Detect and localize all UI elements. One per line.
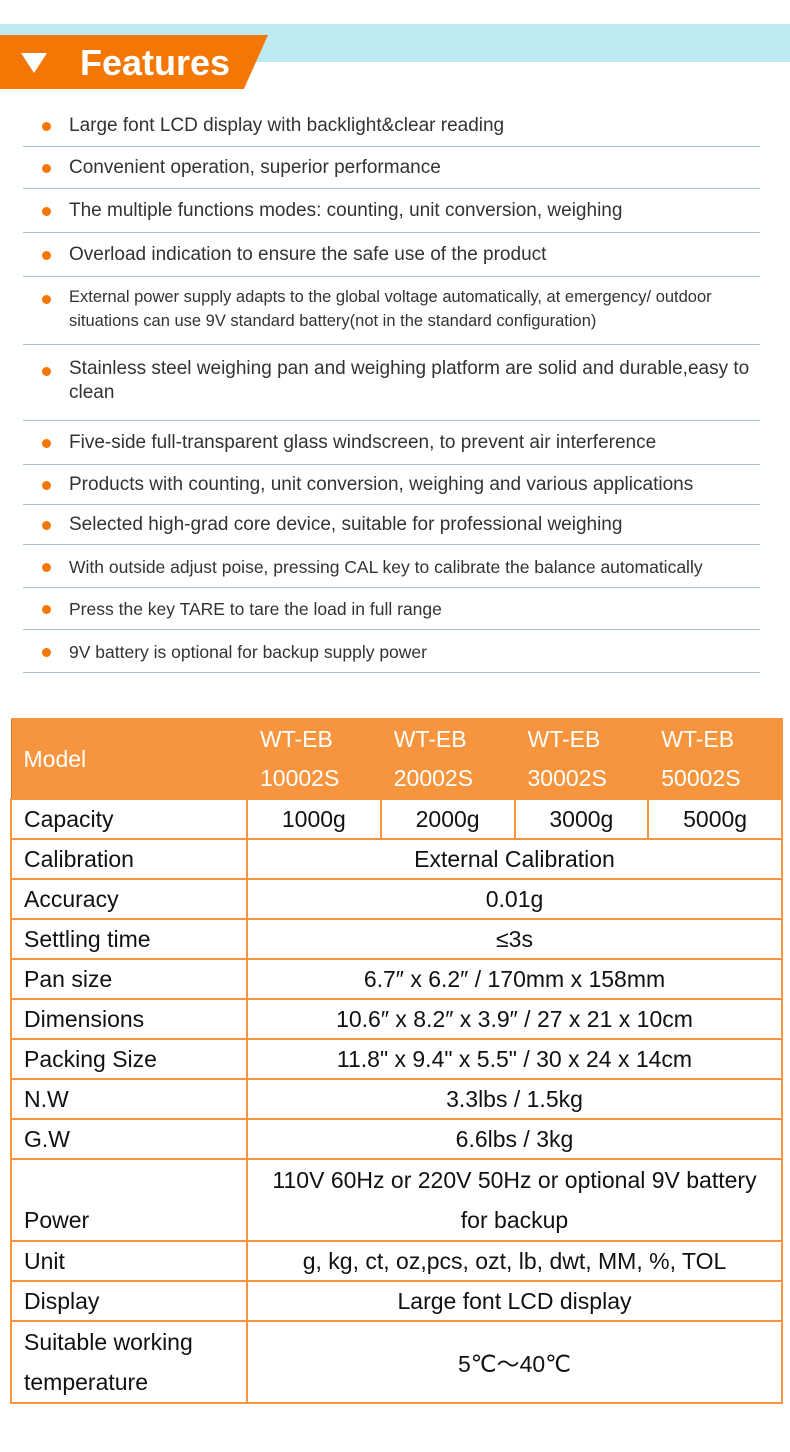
spec-label: Accuracy	[10, 878, 248, 920]
spec-value: ≤3s	[246, 918, 783, 960]
model-cell: WT-EB 20002S	[380, 718, 516, 800]
spec-value: 10.6″ x 8.2″ x 3.9″ / 27 x 21 x 10cm	[246, 998, 783, 1040]
spec-row: Dimensions 10.6″ x 8.2″ x 3.9″ / 27 x 21 …	[10, 998, 783, 1040]
spec-value: 11.8" x 9.4" x 5.5" / 30 x 24 x 14cm	[246, 1038, 783, 1080]
spec-value: 5℃～40℃	[246, 1320, 783, 1404]
spec-row: Power 110V 60Hz or 220V 50Hz or optional …	[10, 1158, 783, 1242]
spec-row: Suitable working temperature 5℃～40℃	[10, 1320, 783, 1404]
spec-value: 3.3lbs / 1.5kg	[246, 1078, 783, 1120]
feature-text: Selected high-grad core device, suitable…	[69, 514, 623, 535]
bullet-icon	[42, 562, 51, 572]
feature-item: External power supply adapts to the glob…	[23, 277, 760, 345]
feature-text: 9V battery is optional for backup supply…	[69, 641, 427, 662]
bullet-icon	[42, 439, 51, 448]
spec-value: External Calibration	[246, 838, 783, 880]
spec-value: g, kg, ct, oz,pcs, ozt, lb, dwt, MM, %, …	[246, 1240, 783, 1282]
spec-label: Suitable working temperature	[10, 1320, 248, 1404]
bullet-icon	[42, 207, 51, 216]
feature-text: Stainless steel weighing pan and weighin…	[69, 358, 750, 403]
spec-label: N.W	[10, 1078, 248, 1120]
bullet-icon	[42, 251, 51, 260]
feature-item: Press the key TARE to tare the load in f…	[23, 588, 760, 630]
spec-label: Power	[10, 1158, 248, 1242]
feature-text: Convenient operation, superior performan…	[69, 157, 441, 178]
bullet-icon	[42, 164, 51, 173]
feature-item: Five-side full-transparent glass windscr…	[23, 421, 760, 465]
bullet-icon	[42, 481, 51, 490]
spec-label: Pan size	[10, 958, 248, 1000]
capacity-cell: 3000g	[513, 798, 650, 840]
bullet-icon	[42, 367, 51, 376]
feature-item: Selected high-grad core device, suitable…	[23, 505, 760, 545]
model-label: Model	[10, 718, 248, 800]
spec-row: Pan size 6.7″ x 6.2″ / 170mm x 158mm	[10, 958, 783, 1000]
feature-text: External power supply adapts to the glob…	[69, 288, 712, 330]
bullet-icon	[42, 122, 51, 131]
spec-value: Large font LCD display	[246, 1280, 783, 1322]
spec-row: N.W 3.3lbs / 1.5kg	[10, 1078, 783, 1120]
spec-row: Calibration External Calibration	[10, 838, 783, 880]
spec-value: 6.6lbs / 3kg	[246, 1118, 783, 1160]
spec-value: 110V 60Hz or 220V 50Hz or optional 9V ba…	[246, 1158, 783, 1242]
spec-row: Settling time ≤3s	[10, 918, 783, 960]
capacity-cell: 2000g	[379, 798, 516, 840]
spec-row: Packing Size 11.8" x 9.4" x 5.5" / 30 x 2…	[10, 1038, 783, 1080]
bullet-icon	[42, 647, 51, 657]
feature-text: The multiple functions modes: counting, …	[69, 200, 623, 221]
spec-value: 6.7″ x 6.2″ / 170mm x 158mm	[246, 958, 783, 1000]
spec-label: Display	[10, 1280, 248, 1322]
capacity-label: Capacity	[10, 798, 248, 840]
capacity-cell: 5000g	[647, 798, 783, 840]
feature-item: Large font LCD display with backlight&cl…	[23, 105, 760, 147]
feature-item: With outside adjust poise, pressing CAL …	[23, 545, 760, 588]
spec-row: Accuracy 0.01g	[10, 878, 783, 920]
spec-table: Model WT-EB 10002S WT-EB 20002S WT-EB 30…	[10, 718, 783, 1404]
triangle-down-icon	[21, 53, 47, 73]
spec-value: 0.01g	[246, 878, 783, 920]
spec-label: Calibration	[10, 838, 248, 880]
feature-item: The multiple functions modes: counting, …	[23, 189, 760, 233]
feature-item: Stainless steel weighing pan and weighin…	[23, 345, 760, 421]
feature-text: With outside adjust poise, pressing CAL …	[69, 556, 703, 577]
feature-text: Large font LCD display with backlight&cl…	[69, 115, 505, 136]
feature-item: Overload indication to ensure the safe u…	[23, 233, 760, 277]
feature-item: Convenient operation, superior performan…	[23, 147, 760, 189]
bullet-icon	[42, 295, 51, 304]
feature-text: Overload indication to ensure the safe u…	[69, 244, 547, 265]
spec-label: Settling time	[10, 918, 248, 960]
bullet-icon	[42, 521, 51, 530]
capacity-row: Capacity 1000g 2000g 3000g 5000g	[10, 798, 783, 840]
spec-row: Display Large font LCD display	[10, 1280, 783, 1322]
spec-label: G.W	[10, 1118, 248, 1160]
feature-item: Products with counting, unit conversion,…	[23, 465, 760, 505]
features-title: Features	[80, 42, 231, 83]
model-row: Model WT-EB 10002S WT-EB 20002S WT-EB 30…	[10, 718, 783, 800]
feature-text: Five-side full-transparent glass windscr…	[69, 432, 657, 453]
spec-row: G.W 6.6lbs / 3kg	[10, 1118, 783, 1160]
feature-text: Products with counting, unit conversion,…	[69, 474, 694, 495]
model-cell: WT-EB 50002S	[647, 718, 783, 800]
spec-label: Packing Size	[10, 1038, 248, 1080]
bullet-icon	[42, 605, 51, 614]
spec-label: Dimensions	[10, 998, 248, 1040]
spec-label: Unit	[10, 1240, 248, 1282]
capacity-cell: 1000g	[246, 798, 382, 840]
feature-text: Press the key TARE to tare the load in f…	[69, 599, 442, 619]
model-cell: WT-EB 10002S	[246, 718, 382, 800]
feature-item: 9V battery is optional for backup supply…	[23, 630, 760, 673]
spec-row: Unit g, kg, ct, oz,pcs, ozt, lb, dwt, MM,…	[10, 1240, 783, 1282]
model-cell: WT-EB 30002S	[514, 718, 650, 800]
